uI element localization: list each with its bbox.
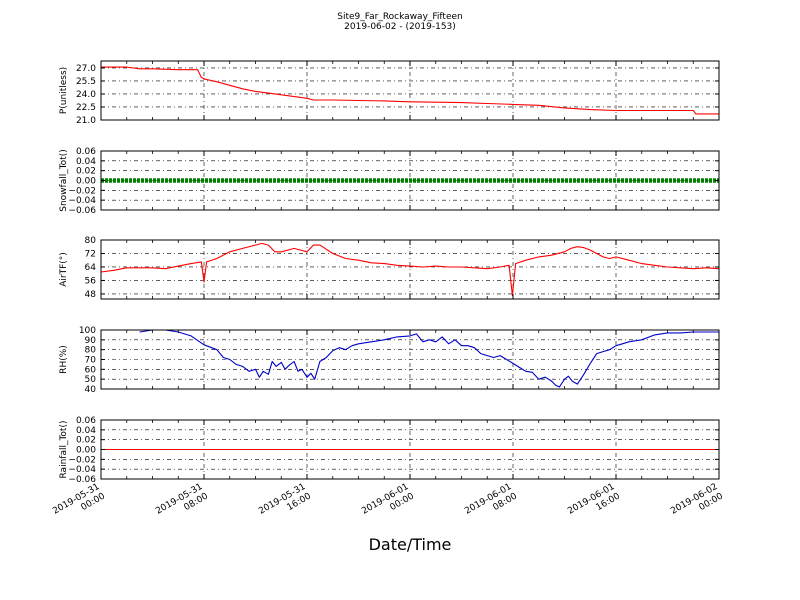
- y-axis-label: Snowfall_Tot(): [59, 149, 69, 212]
- y-tick-label: 0.06: [76, 147, 96, 157]
- y-tick-label: 70: [85, 356, 97, 366]
- y-tick-label: 60: [85, 365, 97, 375]
- figure-title: Site9_Far_Rockaway_Fifteen: [337, 12, 463, 22]
- y-tick-label: 0.02: [76, 167, 96, 177]
- y-tick-label: 25.5: [76, 77, 96, 87]
- y-axis-label: AirTF(°): [59, 252, 69, 287]
- series-line: [100, 242, 720, 297]
- y-tick-label: 0.00: [76, 446, 96, 456]
- y-axis-label: Rainfall_Tot(): [59, 421, 69, 479]
- y-tick-label: 50: [85, 375, 97, 385]
- y-tick-label: 0.04: [76, 157, 96, 167]
- y-tick-label: 56: [85, 276, 97, 286]
- y-tick-label: −0.04: [68, 196, 96, 206]
- y-tick-label: 21.0: [76, 116, 96, 126]
- panel-5: 0.060.040.020.00−0.02−0.04−0.06Rainfall_…: [59, 416, 720, 485]
- panel-3: 80 72 64 56 48 AirTF(°): [59, 236, 720, 300]
- y-tick-label: 0.06: [76, 416, 96, 426]
- y-tick-label: 24.0: [76, 90, 96, 100]
- y-tick-label: 48: [85, 290, 97, 300]
- y-tick-label: 64: [85, 263, 97, 273]
- x-axis-label: Date/Time: [369, 535, 452, 554]
- y-tick-label: −0.06: [68, 475, 96, 485]
- y-tick-label: −0.04: [68, 465, 96, 475]
- y-axis-label: P(unitless): [59, 67, 69, 114]
- y-tick-label: 72: [85, 249, 96, 259]
- y-tick-label: 0.04: [76, 426, 96, 436]
- y-tick-label: 80: [85, 236, 97, 246]
- y-tick-label: −0.06: [68, 206, 96, 216]
- figure-subtitle: 2019-06-02 - (2019-153): [344, 22, 456, 32]
- y-tick-label: 100: [79, 326, 96, 336]
- panel-2: 0.060.040.020.00−0.02−0.04−0.06Snowfall_…: [59, 147, 720, 216]
- y-tick-label: −0.02: [68, 186, 96, 196]
- series-line: [101, 66, 719, 115]
- y-tick-label: 40: [85, 385, 97, 395]
- y-axis-label: RH(%): [59, 345, 69, 374]
- y-tick-label: 0.00: [76, 177, 96, 187]
- y-tick-label: 27.0: [76, 64, 96, 74]
- y-tick-label: 90: [85, 336, 97, 346]
- y-tick-label: −0.02: [68, 455, 96, 465]
- y-tick-label: 80: [85, 346, 97, 356]
- y-tick-label: 22.5: [76, 103, 96, 113]
- y-tick-label: 0.02: [76, 436, 96, 446]
- panel-1: 27.0 25.5 24.0 22.5 21.0 P(unitless): [59, 60, 720, 126]
- series-line: [139, 329, 719, 388]
